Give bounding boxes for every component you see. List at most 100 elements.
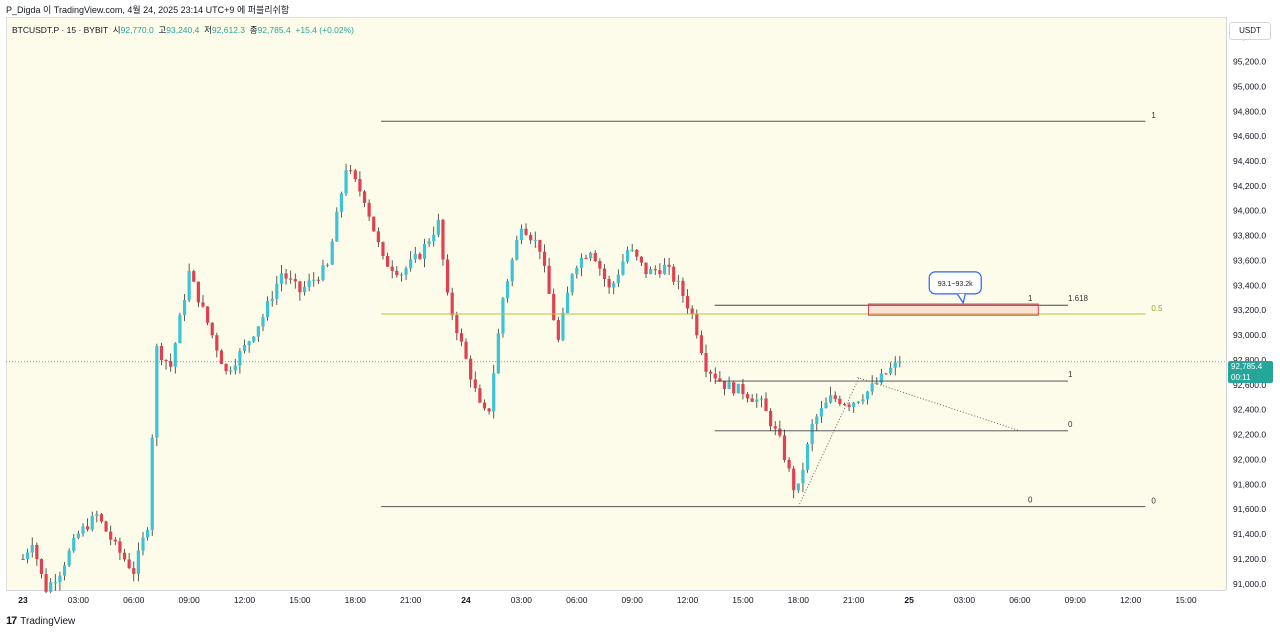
candle-body: [330, 241, 334, 265]
candle-body: [312, 279, 316, 281]
candle-body: [570, 274, 574, 293]
candle-body: [469, 358, 473, 380]
candle-body: [215, 335, 219, 351]
candle-body: [293, 279, 297, 282]
candle-body: [26, 552, 30, 560]
current-price-tag: 92,785.4 00:11: [1228, 361, 1273, 383]
symbol-name[interactable]: BTCUSDT.P · 15 · BYBIT: [12, 25, 109, 35]
candle-body: [589, 252, 593, 259]
x-tick-label: 15:00: [732, 595, 754, 605]
candle-body: [127, 559, 131, 569]
candle-body: [529, 234, 533, 241]
candle-countdown: 00:11: [1231, 373, 1251, 382]
candle-body: [141, 537, 145, 551]
candle-body: [602, 268, 607, 279]
x-tick-label: 03:00: [68, 595, 90, 605]
y-tick-label: 91,200.0: [1233, 554, 1266, 564]
symbol-legend: BTCUSDT.P · 15 · BYBIT 시92,770.0 고93,240…: [12, 24, 354, 36]
callout-text: 93.1~93.2k: [938, 281, 973, 288]
candle-body: [889, 367, 893, 374]
candle-body: [441, 219, 445, 260]
x-tick-label: 21:00: [843, 595, 865, 605]
candle-body: [884, 373, 888, 375]
candle-body: [635, 249, 639, 257]
change-value: +15.4 (+0.02%): [295, 25, 355, 35]
candle-body: [265, 301, 270, 318]
y-tick-label: 94,400.0: [1233, 156, 1266, 166]
candle-body: [192, 271, 196, 282]
tradingview-logo-text: TradingView: [20, 615, 76, 627]
tradingview-logo[interactable]: 17 TradingView: [6, 615, 75, 627]
candle-body: [279, 273, 284, 284]
y-tick-label: 95,200.0: [1233, 57, 1266, 67]
candle-body: [432, 234, 436, 242]
candle-body: [487, 408, 491, 412]
callout-pointer: [956, 293, 966, 305]
candle-body: [95, 514, 99, 516]
candle-body: [164, 360, 168, 362]
candle-body: [445, 259, 450, 293]
candle-body: [247, 341, 251, 346]
candle-body: [122, 552, 127, 560]
price-axis[interactable]: [1226, 17, 1280, 590]
candle-body: [593, 252, 597, 262]
candle-body: [496, 333, 500, 374]
publisher-line: P_Digda 이 TradingView.com, 4월 24, 2025 2…: [6, 5, 290, 15]
candle-body: [750, 398, 754, 402]
callout-box: [928, 271, 982, 295]
candle-body: [275, 283, 279, 299]
candle-body: [381, 242, 385, 256]
fib-small-label: 0: [1068, 420, 1073, 429]
candle-body: [307, 280, 311, 287]
candle-body: [321, 265, 325, 281]
candle-body: [86, 526, 90, 530]
candle-body: [856, 401, 860, 403]
candle-body: [450, 292, 454, 316]
candle-body: [132, 568, 136, 574]
candle-body: [575, 267, 579, 275]
candle-body: [395, 270, 399, 276]
x-tick-label: 06:00: [1009, 595, 1031, 605]
candle-body: [376, 231, 380, 243]
time-axis[interactable]: [6, 590, 1226, 613]
fib-level-label: 1: [1151, 111, 1156, 120]
candle-body: [852, 402, 856, 407]
high-value: 93,240.4: [166, 25, 200, 35]
candle-body: [35, 544, 39, 560]
currency-button[interactable]: USDT: [1229, 22, 1271, 40]
candle-body: [372, 216, 376, 232]
candle-body: [764, 398, 768, 411]
current-price-value: 92,785.4: [1231, 362, 1263, 371]
candle-body: [861, 399, 865, 402]
candle-body: [810, 423, 814, 445]
y-tick-label: 94,200.0: [1233, 181, 1266, 191]
candle-body: [339, 193, 344, 212]
candle-body: [284, 273, 288, 279]
candle-body: [879, 373, 883, 383]
candle-body: [409, 259, 413, 269]
candle-body: [67, 550, 71, 566]
candle-body: [833, 395, 837, 399]
fib-small-label: 1: [1068, 370, 1073, 379]
candle-body: [242, 345, 247, 352]
candle-body: [196, 281, 200, 303]
close-label: 종: [249, 25, 258, 35]
candle-body: [49, 582, 53, 592]
candle-body: [99, 514, 104, 522]
candle-body: [584, 257, 588, 259]
candle-body: [547, 265, 551, 294]
x-tick-label: 18:00: [788, 595, 810, 605]
candle-body: [561, 312, 565, 340]
candle-body: [713, 373, 717, 379]
candle-body: [690, 308, 694, 314]
candle-body: [870, 383, 874, 392]
candle-body: [427, 241, 431, 244]
candle-body: [118, 541, 122, 553]
candle-body: [238, 351, 242, 366]
y-tick-label: 93,000.0: [1233, 330, 1266, 340]
candle-body: [335, 211, 339, 242]
candle-body: [519, 228, 524, 241]
y-tick-label: 95,000.0: [1233, 81, 1266, 91]
y-tick-label: 93,400.0: [1233, 280, 1266, 290]
